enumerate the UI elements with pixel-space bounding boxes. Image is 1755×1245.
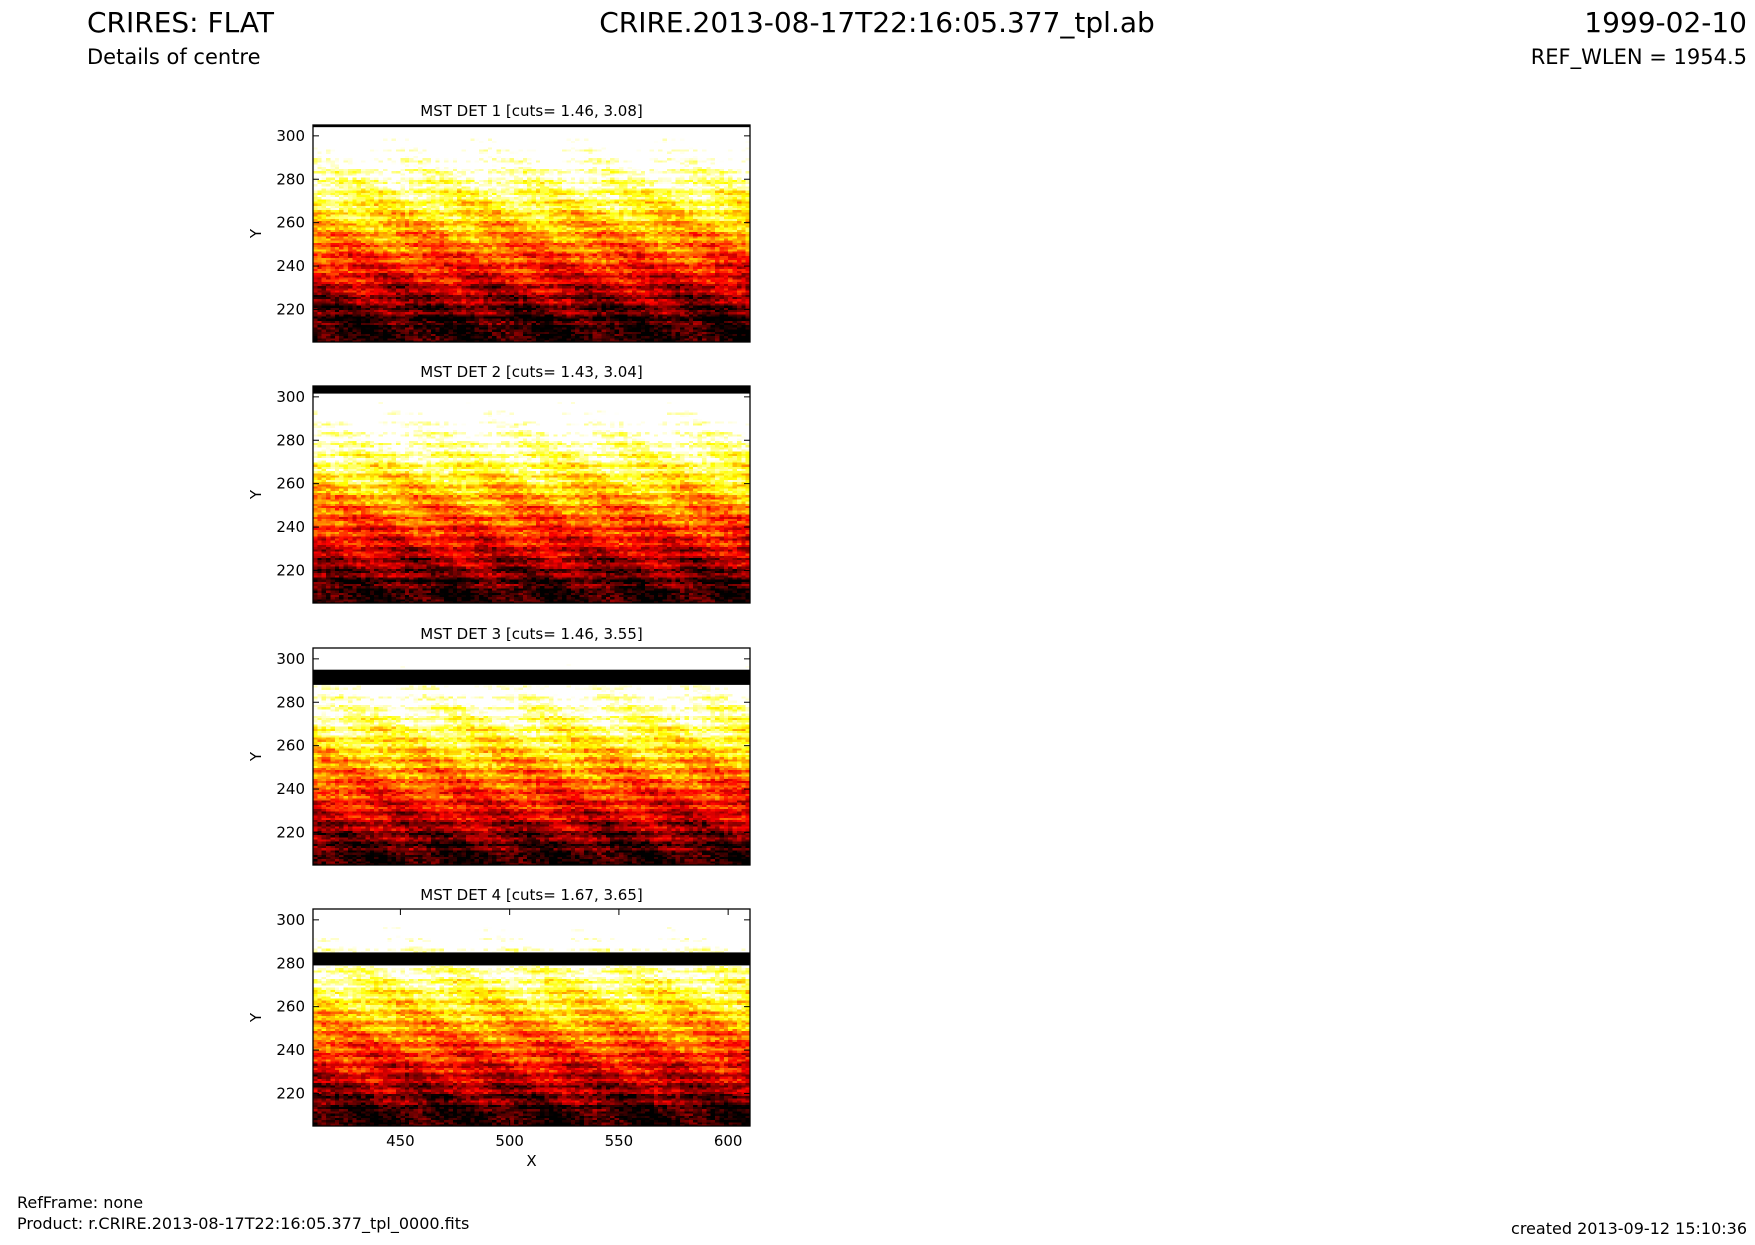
y-tick-label: 220 [276, 823, 305, 841]
heatmap-panel: MST DET 2 [cuts= 1.43, 3.04] 220 240 260 280… [247, 363, 751, 604]
y-axis-label: Y [247, 1012, 265, 1023]
heatmap-panel: MST DET 4 [cuts= 1.67, 3.65] 220 240 260 280… [247, 886, 751, 1170]
x-axis-label: X [526, 1152, 536, 1170]
y-tick-label: 220 [276, 1084, 305, 1102]
y-tick-label: 260 [276, 214, 305, 232]
y-axis-label: Y [247, 489, 265, 500]
y-tick-label: 240 [276, 780, 305, 798]
y-tick-label: 280 [276, 431, 305, 449]
x-tick-label: 550 [605, 1132, 634, 1150]
y-tick-label: 260 [276, 998, 305, 1016]
refframe-label: RefFrame: none [17, 1193, 143, 1212]
product-label: Product: r.CRIRE.2013-08-17T22:16:05.377… [17, 1214, 469, 1233]
y-tick-label: 260 [276, 737, 305, 755]
panel-title: MST DET 2 [cuts= 1.43, 3.04] [420, 363, 643, 381]
dead-row-band [313, 670, 750, 685]
y-tick-label: 300 [276, 388, 305, 406]
dead-row-band [313, 952, 750, 965]
y-tick-label: 240 [276, 257, 305, 275]
panel-title: MST DET 3 [cuts= 1.46, 3.55] [420, 625, 643, 643]
x-tick-label: 500 [495, 1132, 524, 1150]
heatmap-panel: MST DET 3 [cuts= 1.46, 3.55] 220 240 260 280… [247, 625, 751, 866]
y-tick-label: 260 [276, 475, 305, 493]
y-tick-label: 280 [276, 693, 305, 711]
y-tick-label: 220 [276, 561, 305, 579]
y-tick-label: 240 [276, 518, 305, 536]
y-tick-label: 220 [276, 300, 305, 318]
y-tick-label: 300 [276, 127, 305, 145]
created-label: created 2013-09-12 15:10:36 [1511, 1219, 1747, 1238]
panel-title: MST DET 4 [cuts= 1.67, 3.65] [420, 886, 643, 904]
y-tick-label: 300 [276, 650, 305, 668]
y-tick-label: 280 [276, 954, 305, 972]
heatmap-panel: MST DET 1 [cuts= 1.46, 3.08] 220 240 260 280… [247, 102, 751, 343]
y-tick-label: 280 [276, 170, 305, 188]
panel-title: MST DET 1 [cuts= 1.46, 3.08] [420, 102, 643, 120]
dead-row-band [313, 386, 750, 394]
y-tick-label: 240 [276, 1041, 305, 1059]
y-axis-label: Y [247, 751, 265, 762]
x-tick-label: 600 [714, 1132, 743, 1150]
y-axis-label: Y [247, 228, 265, 239]
y-tick-label: 300 [276, 911, 305, 929]
x-tick-label: 450 [386, 1132, 415, 1150]
